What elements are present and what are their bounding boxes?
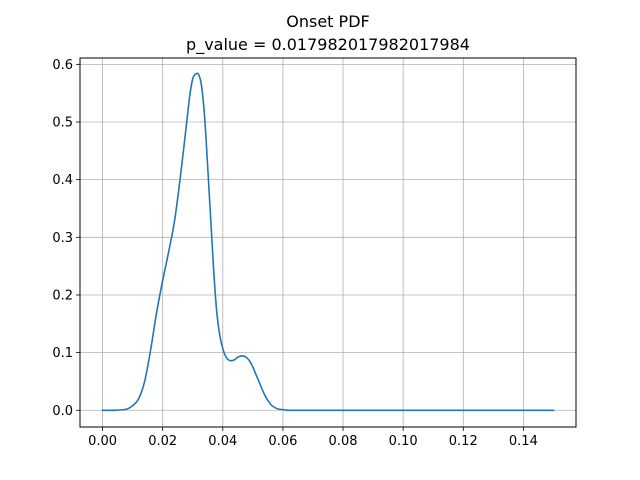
y-tick-label: 0.3: [52, 231, 73, 246]
chart-subtitle: p_value = 0.017982017982017984: [186, 35, 470, 55]
x-tick-label: 0.12: [449, 434, 478, 449]
x-tick-label: 0.10: [389, 434, 418, 449]
x-axis: 0.00 0.02 0.04 0.06 0.08 0.10 0.12 0.14: [88, 427, 538, 449]
y-tick-label: 0.6: [52, 58, 73, 73]
y-tick-label: 0.0: [52, 404, 73, 419]
y-tick-label: 0.5: [52, 115, 73, 130]
y-axis: 0.0 0.1 0.2 0.3 0.4 0.5 0.6: [52, 58, 80, 419]
x-tick-label: 0.14: [509, 434, 538, 449]
series-line: [101, 72, 555, 412]
y-tick-label: 0.1: [52, 346, 73, 361]
chart-title: Onset PDF: [286, 12, 369, 31]
grid: [80, 58, 576, 427]
series-group: [101, 72, 555, 412]
y-tick-label: 0.2: [52, 288, 73, 303]
y-tick-label: 0.4: [52, 173, 73, 188]
x-tick-label: 0.04: [208, 434, 237, 449]
x-tick-label: 0.00: [88, 434, 117, 449]
x-tick-label: 0.08: [329, 434, 358, 449]
x-tick-label: 0.02: [148, 434, 177, 449]
plot-frame: [79, 57, 577, 428]
x-tick-label: 0.06: [268, 434, 297, 449]
